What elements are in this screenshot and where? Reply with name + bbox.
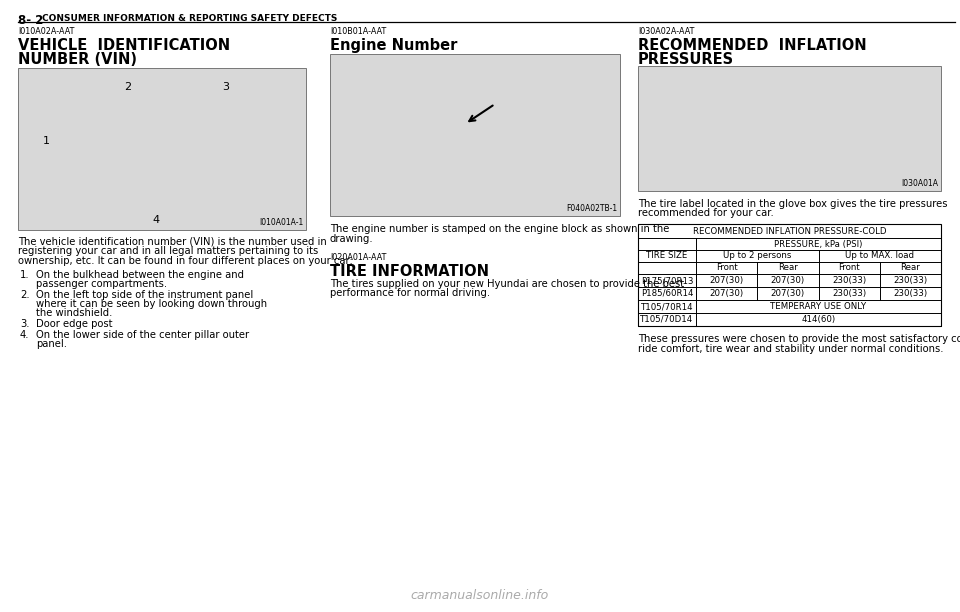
Text: Rear: Rear bbox=[778, 264, 798, 272]
Text: I010A02A-AAT: I010A02A-AAT bbox=[18, 27, 74, 36]
Text: Engine Number: Engine Number bbox=[330, 38, 457, 53]
Text: 3: 3 bbox=[222, 83, 228, 92]
Text: registering your car and in all legal matters pertaining to its: registering your car and in all legal ma… bbox=[18, 247, 319, 256]
Text: where it can be seen by looking down through: where it can be seen by looking down thr… bbox=[36, 299, 267, 309]
Text: RECOMMENDED  INFLATION: RECOMMENDED INFLATION bbox=[638, 38, 867, 53]
Text: The engine number is stamped on the engine block as shown in the: The engine number is stamped on the engi… bbox=[330, 224, 669, 234]
Text: I020A01A-AAT: I020A01A-AAT bbox=[330, 253, 386, 262]
Text: 230(33): 230(33) bbox=[894, 276, 927, 285]
Text: 3.: 3. bbox=[20, 319, 30, 329]
Text: The tire label located in the glove box gives the tire pressures: The tire label located in the glove box … bbox=[638, 199, 948, 209]
Text: recommended for your car.: recommended for your car. bbox=[638, 209, 774, 218]
Bar bbox=[638, 224, 941, 326]
Text: 230(33): 230(33) bbox=[832, 289, 866, 298]
Text: 8- 2: 8- 2 bbox=[18, 14, 43, 27]
Text: I010B01A-AAT: I010B01A-AAT bbox=[330, 27, 386, 36]
Text: TIRE SIZE: TIRE SIZE bbox=[646, 252, 687, 261]
Text: T105/70R14: T105/70R14 bbox=[640, 302, 693, 311]
Text: TEMPERARY USE ONLY: TEMPERARY USE ONLY bbox=[771, 302, 867, 311]
Text: T105/70D14: T105/70D14 bbox=[640, 315, 694, 324]
Text: carmanualsonline.info: carmanualsonline.info bbox=[411, 589, 549, 602]
Text: I030A02A-AAT: I030A02A-AAT bbox=[638, 27, 694, 36]
Text: Door edge post: Door edge post bbox=[36, 319, 112, 329]
Text: 414(60): 414(60) bbox=[802, 315, 835, 324]
Text: 230(33): 230(33) bbox=[832, 276, 866, 285]
Text: 2.: 2. bbox=[20, 289, 30, 299]
Text: the windshield.: the windshield. bbox=[36, 308, 112, 318]
Text: VEHICLE  IDENTIFICATION: VEHICLE IDENTIFICATION bbox=[18, 38, 230, 53]
Text: ride comfort, tire wear and stability under normal conditions.: ride comfort, tire wear and stability un… bbox=[638, 343, 944, 354]
Text: 207(30): 207(30) bbox=[771, 276, 804, 285]
Text: On the lower side of the center pillar outer: On the lower side of the center pillar o… bbox=[36, 329, 250, 340]
Text: Up to 2 persons: Up to 2 persons bbox=[723, 252, 791, 261]
Text: 2: 2 bbox=[124, 83, 131, 92]
Text: Front: Front bbox=[716, 264, 737, 272]
Text: Rear: Rear bbox=[900, 264, 921, 272]
Text: RECOMMENDED INFLATION PRESSURE-COLD: RECOMMENDED INFLATION PRESSURE-COLD bbox=[693, 226, 886, 236]
Text: PRESSURES: PRESSURES bbox=[638, 52, 734, 67]
Text: TIRE INFORMATION: TIRE INFORMATION bbox=[330, 264, 489, 279]
Text: P175/70R13: P175/70R13 bbox=[640, 276, 693, 285]
Text: F040A02TB-1: F040A02TB-1 bbox=[565, 204, 617, 213]
Text: 4.: 4. bbox=[20, 329, 30, 340]
Text: 207(30): 207(30) bbox=[771, 289, 804, 298]
Text: 1: 1 bbox=[43, 136, 50, 146]
Text: I010A01A-1: I010A01A-1 bbox=[260, 218, 304, 227]
Text: 4: 4 bbox=[153, 215, 159, 225]
Text: Up to MAX. load: Up to MAX. load bbox=[845, 252, 914, 261]
Bar bbox=[18, 68, 306, 230]
Text: CONSUMER INFORMATION & REPORTING SAFETY DEFECTS: CONSUMER INFORMATION & REPORTING SAFETY … bbox=[42, 14, 337, 23]
Text: 207(30): 207(30) bbox=[709, 276, 744, 285]
Text: PRESSURE, kPa (PSI): PRESSURE, kPa (PSI) bbox=[775, 239, 863, 248]
Text: I030A01A: I030A01A bbox=[901, 179, 938, 188]
Text: 230(33): 230(33) bbox=[894, 289, 927, 298]
Text: These pressures were chosen to provide the most satisfactory combination of: These pressures were chosen to provide t… bbox=[638, 334, 960, 344]
Text: Front: Front bbox=[838, 264, 860, 272]
Bar bbox=[330, 54, 620, 216]
Text: P185/60R14: P185/60R14 bbox=[640, 289, 693, 298]
Text: 1.: 1. bbox=[20, 269, 30, 280]
Text: panel.: panel. bbox=[36, 339, 67, 349]
Text: On the left top side of the instrument panel: On the left top side of the instrument p… bbox=[36, 289, 253, 299]
Text: ownership, etc. It can be found in four different places on your car:: ownership, etc. It can be found in four … bbox=[18, 256, 352, 266]
Text: passenger compartments.: passenger compartments. bbox=[36, 279, 167, 289]
Text: performance for normal driving.: performance for normal driving. bbox=[330, 288, 491, 299]
Text: On the bulkhead between the engine and: On the bulkhead between the engine and bbox=[36, 269, 244, 280]
Text: NUMBER (VIN): NUMBER (VIN) bbox=[18, 52, 137, 67]
Text: The vehicle identification number (VIN) is the number used in: The vehicle identification number (VIN) … bbox=[18, 237, 326, 247]
Text: drawing.: drawing. bbox=[330, 234, 373, 244]
Text: 207(30): 207(30) bbox=[709, 289, 744, 298]
Bar bbox=[638, 66, 941, 191]
Text: The tires supplied on your new Hyundai are chosen to provide the best: The tires supplied on your new Hyundai a… bbox=[330, 279, 684, 289]
